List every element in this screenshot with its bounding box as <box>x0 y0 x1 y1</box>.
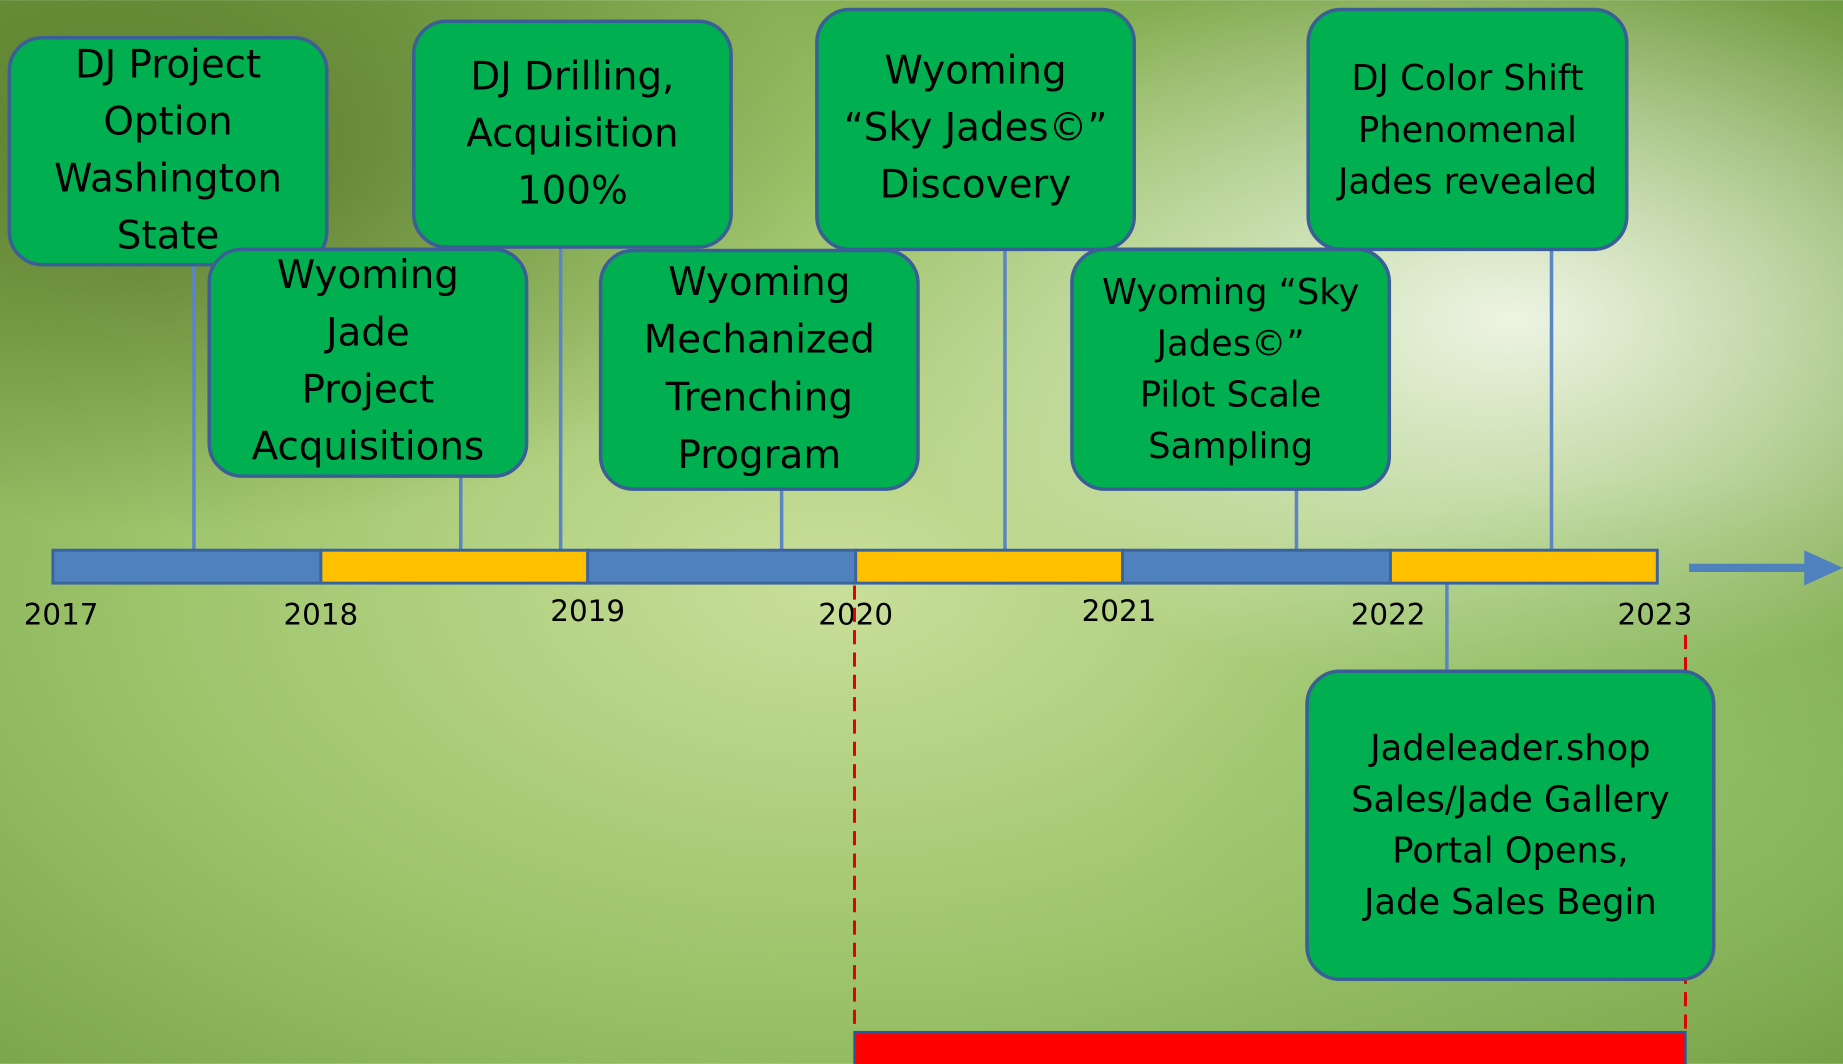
event-text: Wyoming <box>277 253 459 298</box>
year-segment <box>856 550 1123 583</box>
event-text: 100% <box>517 168 628 213</box>
event-text: Jade Sales Begin <box>1362 882 1657 923</box>
event-text: Phenomenal <box>1358 110 1577 151</box>
event-box <box>1307 671 1714 979</box>
event-text: Program <box>678 433 842 478</box>
event-text: DJ Drilling, <box>470 54 674 99</box>
year-label: 2021 <box>1082 594 1157 628</box>
event-text: Washington <box>54 157 282 202</box>
year-label: 2022 <box>1351 598 1426 632</box>
event-text: Jades revealed <box>1336 161 1597 202</box>
year-label: 2017 <box>24 598 99 632</box>
timeline-slide: 2017201820192020202120222023 DJ ProjectO… <box>0 0 1843 1064</box>
event-text: Jades©” <box>1155 323 1305 364</box>
year-segment <box>321 550 588 583</box>
year-segment <box>1390 550 1657 583</box>
event-text: Acquisition <box>466 111 678 156</box>
year-label: 2018 <box>283 598 358 632</box>
event-text: Project <box>302 368 435 413</box>
year-segment <box>1122 550 1390 583</box>
event-text: DJ Color Shift <box>1351 58 1583 99</box>
event-text: Sales/Jade Gallery <box>1351 779 1670 820</box>
event-text: “Sky Jades©” <box>844 106 1108 151</box>
event-text: Wyoming “Sky <box>1102 272 1359 313</box>
event-text: Acquisitions <box>252 425 485 470</box>
year-segment <box>588 550 856 583</box>
sales-period-bar <box>855 1032 1686 1064</box>
event-text: Sampling <box>1148 426 1313 467</box>
year-segment <box>53 550 321 583</box>
event-text: Portal Opens, <box>1392 831 1628 872</box>
event-text: Trenching <box>665 375 853 420</box>
event-text: Option <box>103 100 232 145</box>
event-text: Jade <box>324 310 410 355</box>
page: 2017201820192020202120222023 DJ ProjectO… <box>0 0 1843 1064</box>
year-label: 2019 <box>550 594 625 628</box>
event-text: Wyoming <box>885 49 1067 94</box>
event-text: DJ Project <box>75 43 261 88</box>
event-text: Jadeleader.shop <box>1368 728 1650 769</box>
event-text: Mechanized <box>644 318 875 363</box>
event-text: State <box>117 214 220 259</box>
event-text: Pilot Scale <box>1140 375 1322 416</box>
event-text: Discovery <box>880 163 1072 208</box>
year-label: 2023 <box>1618 598 1693 632</box>
event-text: Wyoming <box>668 260 850 305</box>
